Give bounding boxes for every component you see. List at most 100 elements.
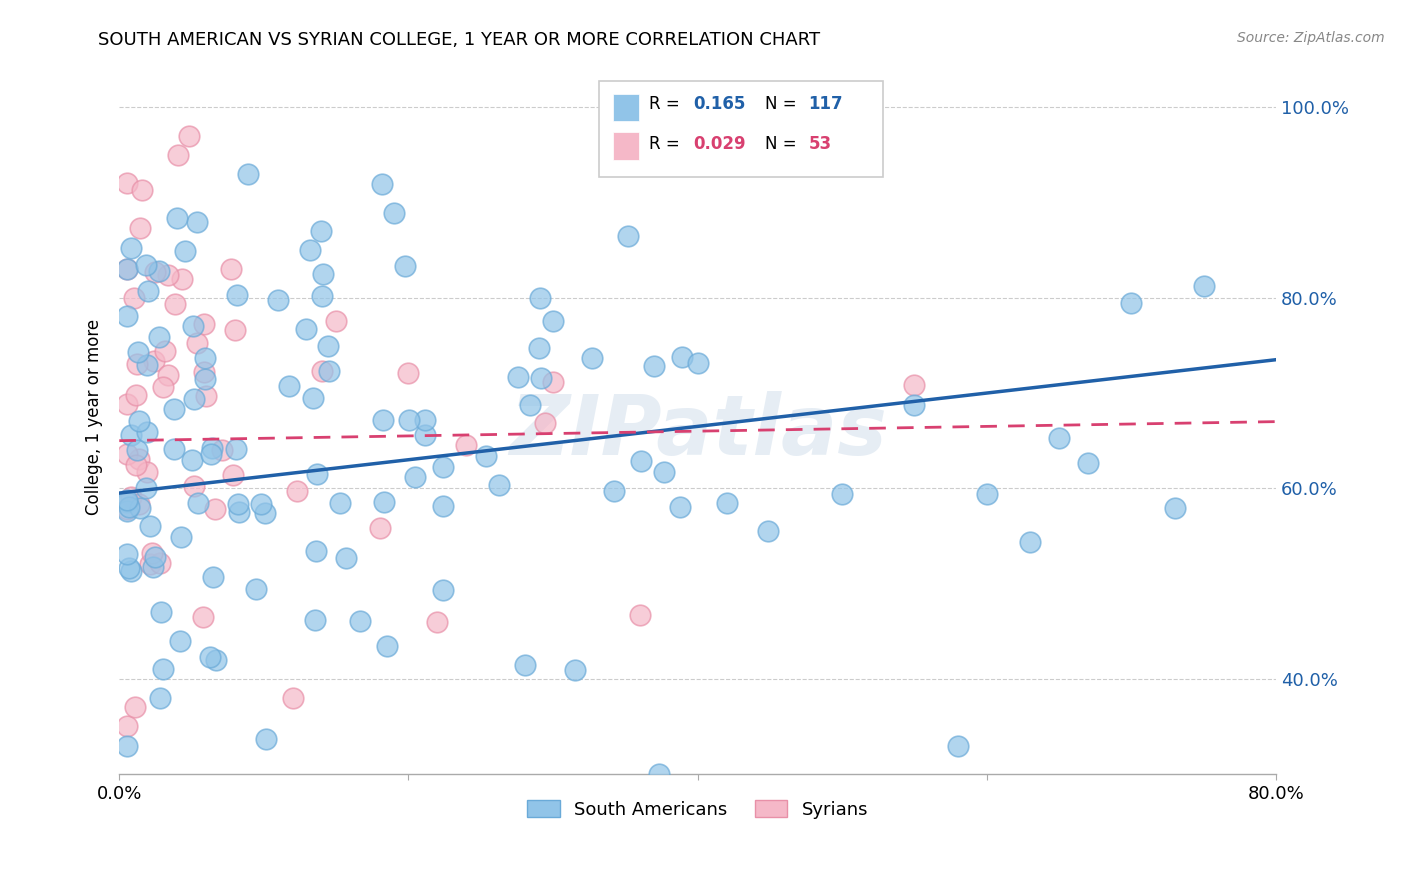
Point — [120, 490, 142, 504]
Point — [177, 128, 200, 143]
Point — [222, 467, 245, 482]
Point — [831, 487, 853, 501]
Point — [413, 413, 436, 427]
Point — [183, 392, 205, 407]
Point — [311, 364, 333, 378]
Point — [329, 495, 352, 509]
Y-axis label: College, 1 year or more: College, 1 year or more — [86, 318, 103, 515]
Point — [316, 339, 339, 353]
Point — [139, 558, 162, 572]
Point — [219, 261, 242, 276]
Point — [581, 351, 603, 365]
Point — [201, 441, 224, 455]
Point — [143, 264, 166, 278]
Point — [228, 505, 250, 519]
Point — [115, 719, 138, 733]
Point — [267, 293, 290, 307]
Point — [426, 615, 449, 629]
Point — [135, 465, 157, 479]
Point — [194, 372, 217, 386]
Point — [541, 375, 564, 389]
Point — [305, 544, 328, 558]
Point — [1121, 296, 1143, 310]
Point — [115, 309, 138, 323]
Point — [200, 447, 222, 461]
Point — [325, 313, 347, 327]
Point — [475, 449, 498, 463]
Point — [254, 731, 277, 746]
Point — [150, 605, 173, 619]
Point — [1192, 279, 1215, 293]
Point — [309, 224, 332, 238]
Point — [225, 442, 247, 457]
Point — [115, 262, 138, 277]
Point — [617, 228, 640, 243]
Point — [648, 767, 671, 781]
Bar — [613, 133, 638, 160]
Point — [398, 413, 420, 427]
Point — [198, 650, 221, 665]
Point — [152, 380, 174, 394]
Point — [156, 268, 179, 282]
Text: N =: N = — [765, 135, 796, 153]
Point — [115, 739, 138, 753]
Point — [125, 357, 148, 371]
Point — [153, 344, 176, 359]
Text: R =: R = — [650, 135, 679, 153]
Point — [226, 287, 249, 301]
Point — [135, 425, 157, 440]
Point — [186, 214, 208, 228]
Point — [120, 564, 142, 578]
Point — [643, 359, 665, 373]
Point — [169, 531, 191, 545]
Text: Source: ZipAtlas.com: Source: ZipAtlas.com — [1237, 31, 1385, 45]
Point — [125, 388, 148, 402]
Point — [149, 556, 172, 570]
Point — [148, 264, 170, 278]
Point — [311, 289, 333, 303]
Point — [191, 609, 214, 624]
Point — [183, 479, 205, 493]
Point — [432, 460, 454, 475]
Point — [142, 560, 165, 574]
Point — [181, 319, 204, 334]
Point — [541, 314, 564, 328]
Point — [226, 497, 249, 511]
Point — [224, 323, 246, 337]
Point — [139, 518, 162, 533]
Point — [370, 177, 392, 191]
Point — [115, 262, 138, 277]
Point — [238, 167, 260, 181]
Point — [186, 335, 208, 350]
Point — [143, 354, 166, 368]
Point — [529, 341, 551, 355]
Point — [128, 220, 150, 235]
Point — [135, 481, 157, 495]
Point — [169, 634, 191, 648]
Point — [204, 653, 226, 667]
Point — [152, 662, 174, 676]
Point — [193, 317, 215, 331]
Point — [508, 369, 530, 384]
Point — [513, 658, 536, 673]
Point — [669, 500, 692, 515]
Point — [307, 467, 329, 482]
Point — [136, 284, 159, 298]
Point — [630, 454, 652, 468]
Point — [903, 378, 925, 392]
Point — [249, 497, 271, 511]
Point — [304, 613, 326, 627]
Point — [131, 183, 153, 197]
Point — [118, 500, 141, 514]
Point — [398, 366, 420, 380]
Point — [124, 458, 146, 472]
Point — [117, 560, 139, 574]
Point — [976, 487, 998, 501]
Point — [204, 502, 226, 516]
Point — [201, 570, 224, 584]
Point — [371, 412, 394, 426]
Point — [115, 177, 138, 191]
Point — [148, 329, 170, 343]
Point — [115, 504, 138, 518]
Point — [375, 639, 398, 653]
